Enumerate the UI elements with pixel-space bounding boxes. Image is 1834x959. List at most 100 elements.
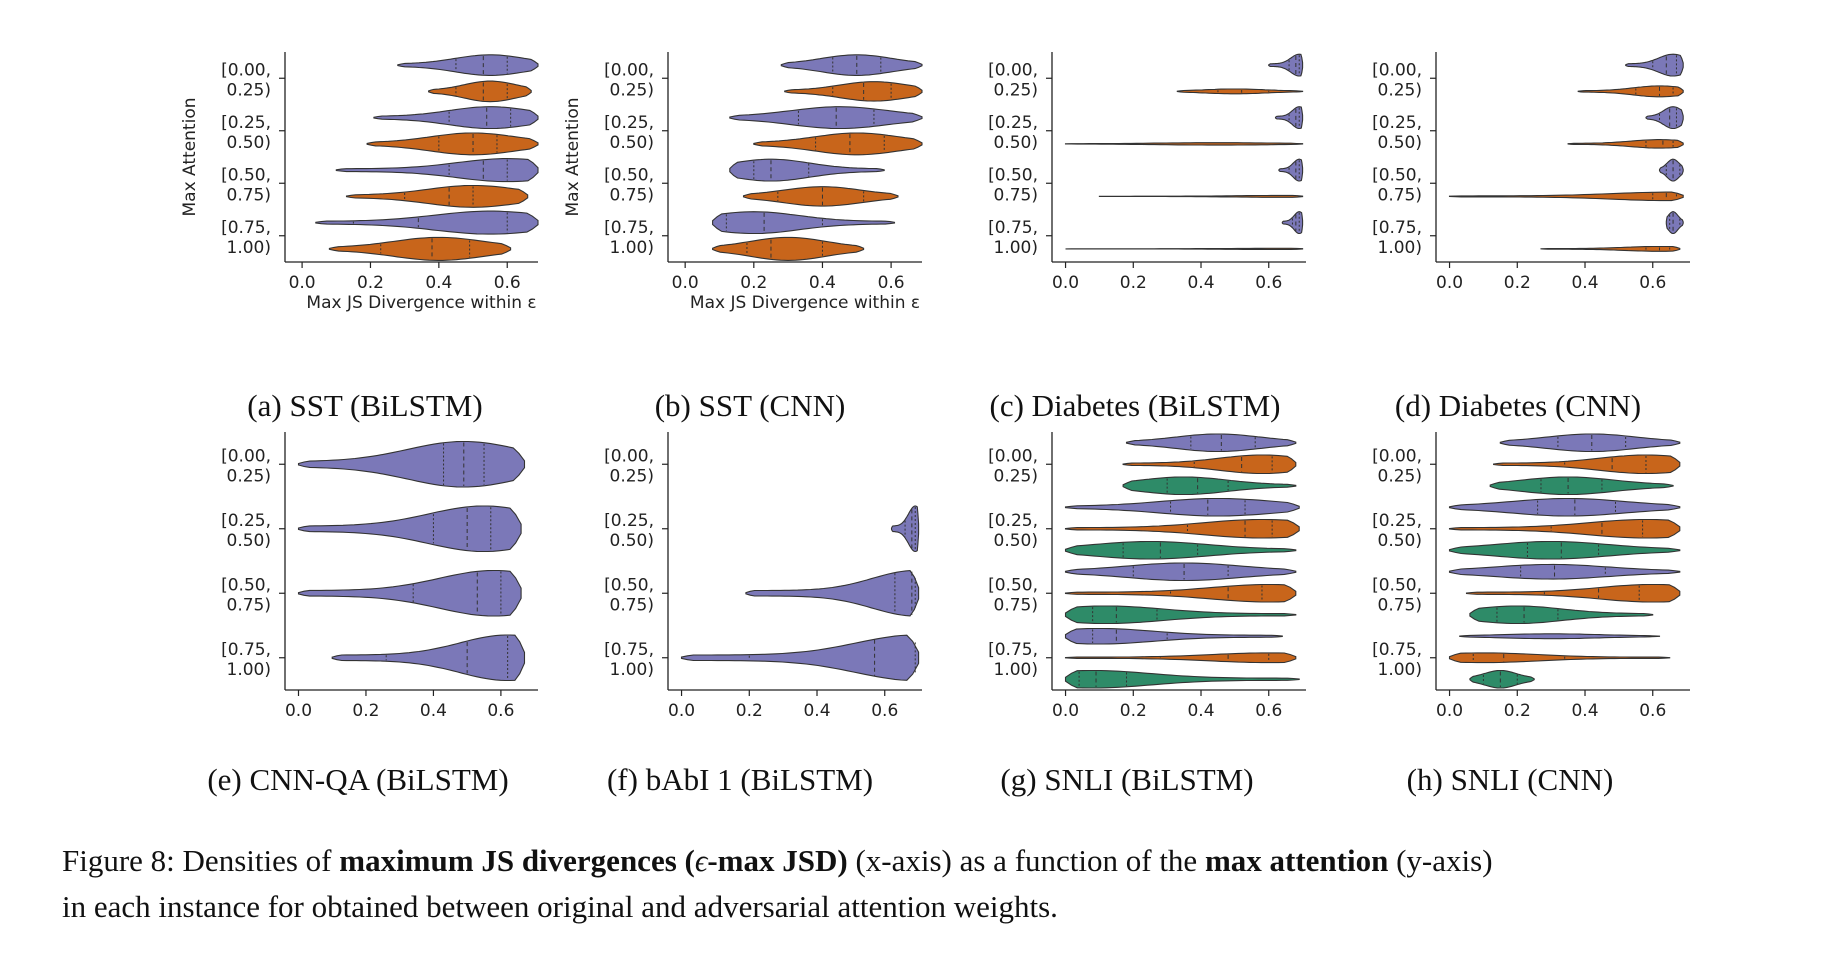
y-tick-label: [0.50, 0.75): [221, 575, 271, 615]
y-tick-label: [0.75, 1.00): [1372, 640, 1422, 680]
x-tick-label: 0.6: [1255, 701, 1282, 721]
y-axis-label: Max Attention: [180, 97, 200, 216]
violin-orange-row-1: [1176, 88, 1304, 95]
violin-purple-row-1: [397, 54, 539, 76]
x-axis-label: Max JS Divergence within ε: [690, 293, 920, 313]
violin-orange-row-3: [1448, 191, 1684, 202]
y-tick-label: [0.00, 0.25): [988, 60, 1038, 100]
violin-purple-row-1: [1499, 433, 1681, 453]
caption-line-2: in each instance for obtained between or…: [62, 889, 1058, 924]
x-tick-label: 0.0: [285, 701, 312, 721]
violin-orange-row-1: [1122, 454, 1297, 475]
violin-purple-row-3: [1064, 562, 1297, 582]
violin-purple-row-3: [729, 158, 885, 182]
violin-green-row-4: [1064, 669, 1300, 689]
violin-orange-row-4: [1448, 652, 1671, 664]
y-tick-label: [0.00, 0.25): [221, 60, 271, 100]
y-tick-label: [0.25, 0.50): [1372, 511, 1422, 551]
x-tick-label: 0.0: [1052, 701, 1079, 721]
caption-prefix: Figure 8: Densities of: [62, 843, 340, 878]
panel-5: 0.0 0.2 0.4 0.6 [0.00, 0.25) [0.25, 0.50) [0.50,…: [221, 432, 538, 721]
violin-green-row-2: [1064, 540, 1297, 560]
x-tick-label: 0.2: [736, 701, 763, 721]
violin-purple-row-3: [1278, 158, 1304, 182]
violin-orange-row-3: [1465, 583, 1681, 603]
violin-purple-row-3: [297, 569, 522, 617]
violin-purple-row-2: [729, 106, 923, 130]
x-tick-label: 0.6: [1255, 273, 1282, 293]
violin-purple-row-3: [745, 570, 920, 617]
violin-orange-row-1: [1577, 85, 1684, 98]
violin-orange-row-4: [712, 236, 865, 261]
panel-3: 0.0 0.2 0.4 0.6 [0.00, 0.25) [0.25, 0.50) [0.50,…: [988, 52, 1306, 293]
violin-orange-row-3: [1098, 194, 1304, 198]
caption-bold-1: maximum JS divergences (: [339, 843, 695, 878]
y-tick-label: [0.50, 0.75): [1372, 575, 1422, 615]
x-tick-label: 0.6: [878, 273, 905, 293]
x-tick-label: 0.2: [1120, 701, 1147, 721]
violin-orange-row-2: [1567, 139, 1684, 149]
x-tick-label: 0.6: [1639, 273, 1666, 293]
violin-orange-row-4: [328, 236, 512, 261]
subplot-caption: (g) SNLI (BiLSTM): [1000, 762, 1254, 797]
violin-purple-row-2: [373, 106, 539, 130]
y-tick-label: [0.00, 0.25): [604, 60, 654, 100]
panel-2: 0.0 0.2 0.4 0.6 [0.00, 0.25) [0.25, 0.50) [0.50,…: [563, 52, 923, 313]
y-tick-label: [0.50, 0.75): [604, 165, 654, 205]
y-tick-label: [0.50, 0.75): [988, 575, 1038, 615]
violin-purple-row-4: [1665, 211, 1684, 235]
panel-7: 0.0 0.2 0.4 0.6 [0.00, 0.25) [0.25, 0.50) [0.50,…: [988, 432, 1306, 721]
x-tick-label: 0.2: [740, 273, 767, 293]
violin-orange-row-4: [1065, 247, 1304, 251]
figure-caption: Figure 8: Densities of maximum JS diverg…: [62, 838, 1822, 930]
x-tick-label: 0.2: [352, 701, 379, 721]
x-tick-label: 0.6: [494, 273, 521, 293]
violin-green-row-2: [1448, 540, 1681, 560]
x-tick-label: 0.4: [809, 273, 836, 293]
caption-mid: (x-axis) as a function of the: [847, 843, 1205, 878]
y-tick-label: [0.00, 0.25): [604, 446, 654, 486]
subplot-caption: (b) SST (CNN): [654, 388, 846, 423]
y-tick-label: [0.00, 0.25): [988, 446, 1038, 486]
violin-purple-row-2: [297, 505, 522, 553]
violin-purple-row-1: [297, 440, 526, 488]
x-tick-label: 0.0: [1052, 273, 1079, 293]
caption-bold-3: max attention: [1204, 843, 1389, 878]
violin-orange-row-2: [366, 132, 539, 156]
y-tick-label: [0.25, 0.50): [221, 511, 271, 551]
violin-purple-row-3: [335, 158, 539, 183]
subplot-caption: (c) Diabetes (BiLSTM): [989, 388, 1281, 423]
x-tick-label: 0.4: [420, 701, 447, 721]
x-tick-label: 0.2: [1504, 701, 1531, 721]
y-tick-label: [0.75, 1.00): [988, 640, 1038, 680]
x-tick-label: 0.4: [803, 701, 830, 721]
y-tick-label: [0.50, 0.75): [221, 165, 271, 205]
violin-purple-row-4: [1459, 633, 1661, 640]
y-tick-label: [0.25, 0.50): [221, 113, 271, 153]
violin-purple-row-1: [1268, 53, 1304, 77]
violin-purple-row-1: [1625, 53, 1684, 77]
panel-4: 0.0 0.2 0.4 0.6 [0.00, 0.25) [0.25, 0.50) [0.50,…: [1372, 52, 1690, 293]
violin-purple-row-1: [780, 54, 923, 76]
violin-orange-row-3: [1064, 583, 1297, 603]
x-tick-label: 0.0: [1436, 273, 1463, 293]
y-tick-label: [0.75, 1.00): [221, 640, 271, 680]
x-tick-label: 0.4: [1571, 701, 1598, 721]
y-tick-label: [0.75, 1.00): [604, 640, 654, 680]
x-axis-label: Max JS Divergence within ε: [306, 293, 536, 313]
subplot-caption: (a) SST (BiLSTM): [247, 388, 483, 423]
y-tick-label: [0.25, 0.50): [988, 511, 1038, 551]
violin-purple-row-2: [1448, 497, 1681, 517]
violin-orange-row-2: [1448, 518, 1681, 539]
violin-orange-row-1: [1493, 454, 1681, 475]
violin-orange-row-4: [1064, 652, 1297, 664]
panel-1: 0.0 0.2 0.4 0.6 [0.00, 0.25) [0.25, 0.50) [0.50,…: [180, 52, 539, 313]
y-tick-label: [0.00, 0.25): [1372, 446, 1422, 486]
x-tick-label: 0.0: [672, 273, 699, 293]
x-tick-label: 0.2: [1504, 273, 1531, 293]
violin-orange-row-2: [753, 132, 923, 156]
y-tick-label: [0.25, 0.50): [988, 113, 1038, 153]
y-tick-label: [0.75, 1.00): [604, 218, 654, 258]
subplot-caption: (f) bAbI 1 (BiLSTM): [606, 762, 874, 797]
violin-purple-row-4: [331, 634, 526, 682]
